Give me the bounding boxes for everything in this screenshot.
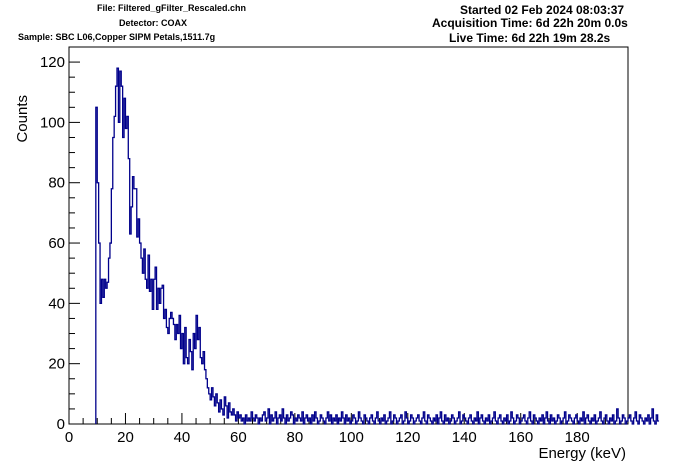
detector-label: Detector: COAX	[119, 18, 188, 28]
live-time-label: Live Time: 6d 22h 19m 28.2s	[449, 31, 611, 45]
x-axis-title: Energy (keV)	[538, 445, 626, 462]
y-axis-title: Counts	[14, 95, 31, 143]
y-tick-label: 120	[40, 54, 65, 71]
y-tick-label: 60	[48, 235, 65, 252]
sample-label: Sample: SBC L06,Copper SIPM Petals,1511.…	[18, 32, 216, 42]
x-tick-label: 60	[230, 429, 247, 446]
y-tick-label: 40	[48, 295, 65, 312]
x-tick-label: 180	[565, 429, 590, 446]
ticks-group: 0 20 40 60 80 100 120 140 160 180 0 20 40 60 80 100 120	[40, 46, 621, 446]
y-tick-label: 20	[48, 356, 65, 373]
started-label: Started 02 Feb 2024 08:03:37	[460, 3, 625, 17]
x-tick-label: 20	[117, 429, 134, 446]
x-tick-label: 140	[452, 429, 477, 446]
y-tick-label: 100	[40, 114, 65, 131]
acquisition-time-label: Acquisition Time: 6d 22h 20m 0.0s	[432, 16, 628, 30]
plot-frame	[68, 46, 629, 425]
axes-group	[68, 46, 629, 425]
x-tick-label: 160	[508, 429, 533, 446]
y-tick-label: 0	[57, 416, 65, 433]
series-group	[95, 67, 660, 425]
spectrum-series-line	[95, 67, 660, 425]
y-tick-label: 80	[48, 175, 65, 192]
x-tick-label: 120	[395, 429, 420, 446]
x-tick-label: 40	[174, 429, 191, 446]
x-tick-label: 80	[287, 429, 304, 446]
x-tick-label: 100	[339, 429, 364, 446]
x-tick-label: 0	[65, 429, 73, 446]
file-label: File: Filtered_gFilter_Rescaled.chn	[97, 3, 247, 13]
